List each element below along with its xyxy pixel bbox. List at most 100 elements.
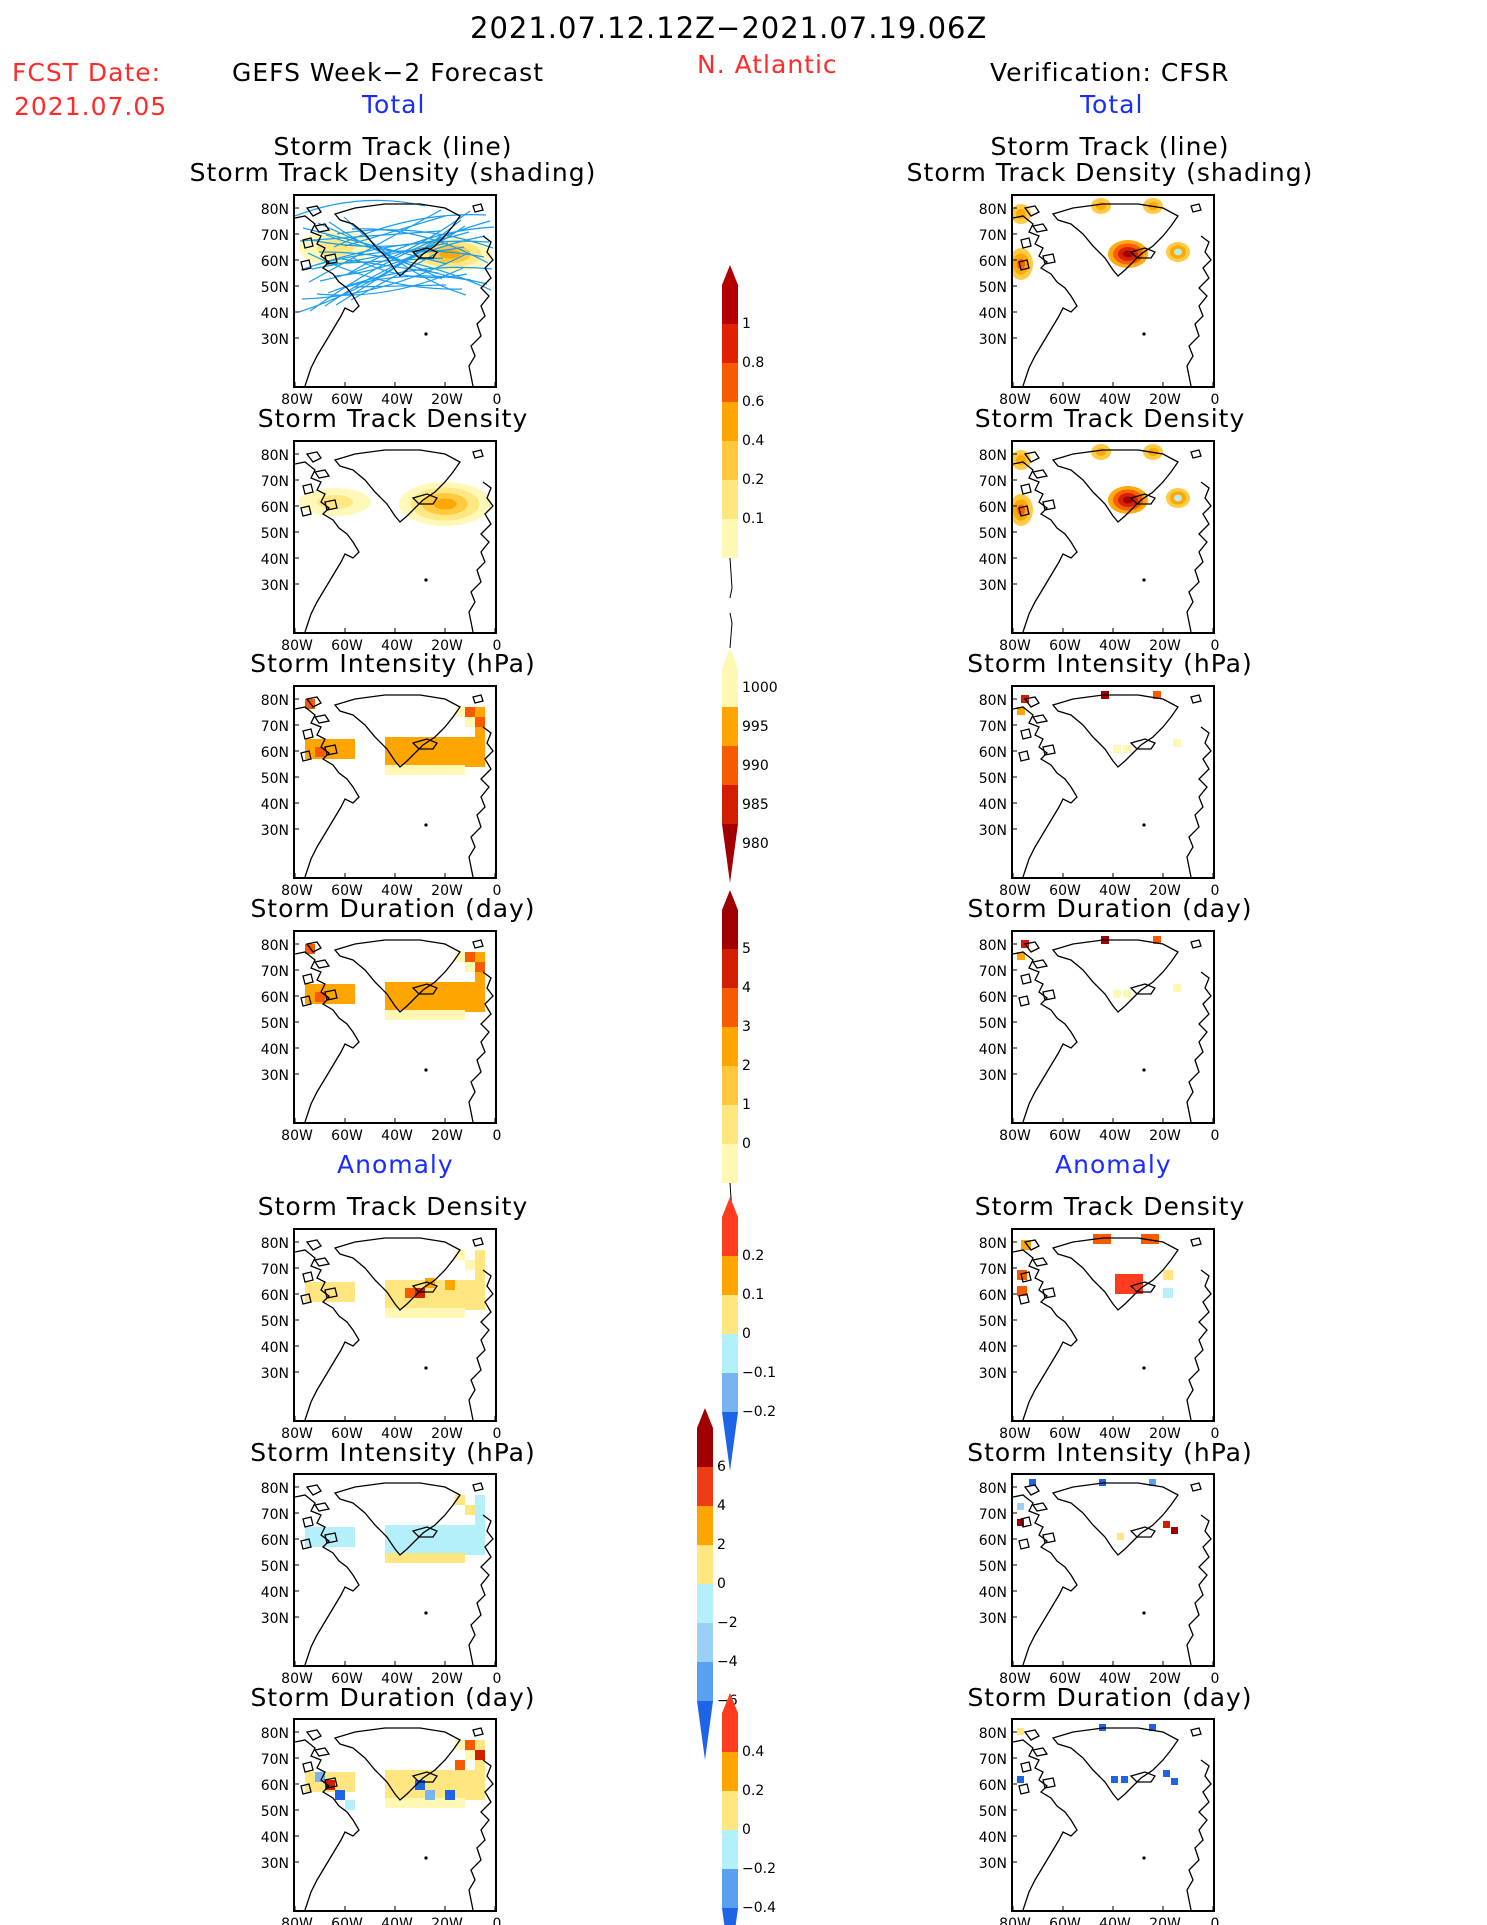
lat-tick-label: 80N xyxy=(978,1726,1007,1742)
lat-tick-label: 80N xyxy=(978,1236,1007,1252)
lat-tick-label: 70N xyxy=(978,1262,1007,1278)
lon-tick-label: 80W xyxy=(281,392,313,408)
colorbar-label: −0.2 xyxy=(742,1404,776,1420)
colorbar-label: 3 xyxy=(742,1019,751,1035)
colorbar-label: 980 xyxy=(742,835,769,852)
lat-tick-label: 60N xyxy=(260,745,289,761)
lat-tick-label: 40N xyxy=(978,552,1007,568)
lat-tick-label: 70N xyxy=(978,964,1007,980)
lat-tick-label: 80N xyxy=(978,1481,1007,1497)
colorbar-label: 2 xyxy=(717,1537,726,1553)
lon-tick-label: 40W xyxy=(1099,883,1131,899)
map-panel-track-line-left: 80N 70N 60N 50N 40N 30N 80W 60W 40W 20W 0 xyxy=(261,194,501,408)
lon-tick-label: 40W xyxy=(381,1426,413,1442)
title-duration-anom-right: Storm Duration (day) xyxy=(967,1683,1253,1712)
lat-tick-label: 30N xyxy=(978,332,1007,348)
lat-tick-label: 80N xyxy=(978,202,1007,218)
anomaly-label-right: Anomaly xyxy=(1055,1150,1172,1179)
lat-tick-label: 40N xyxy=(978,797,1007,813)
lat-tick-label: 70N xyxy=(260,1262,289,1278)
lat-tick-label: 50N xyxy=(978,280,1007,296)
lon-tick-label: 40W xyxy=(381,392,413,408)
lat-tick-label: 30N xyxy=(260,1611,289,1627)
map-panel-density-anom-left: 80N 70N 60N 50N 40N 30N 80W 60W 40W 20W 0 xyxy=(261,1228,501,1442)
colorbar-label: 0.1 xyxy=(742,1287,765,1303)
lat-tick-label: 60N xyxy=(978,1533,1007,1549)
total-label-left: Total xyxy=(362,90,426,119)
lon-tick-label: 80W xyxy=(281,638,313,654)
lat-tick-label: 60N xyxy=(260,990,289,1006)
lat-tick-label: 30N xyxy=(260,1856,289,1872)
lon-tick-label: 0 xyxy=(492,638,502,654)
lon-tick-label: 20W xyxy=(1149,883,1181,899)
colorbar-label: 1 xyxy=(742,316,751,332)
lat-tick-label: 60N xyxy=(260,1778,289,1794)
lon-tick-label: 20W xyxy=(431,392,463,408)
lat-tick-label: 40N xyxy=(260,552,289,568)
lon-tick-label: 0 xyxy=(492,1426,502,1442)
lon-tick-label: 0 xyxy=(1210,1671,1220,1687)
lat-tick-label: 30N xyxy=(978,1366,1007,1382)
title-density-right: Storm Track Density xyxy=(974,404,1246,433)
lat-tick-label: 50N xyxy=(260,1314,289,1330)
lat-tick-label: 70N xyxy=(978,228,1007,244)
lat-tick-label: 40N xyxy=(978,1830,1007,1846)
lat-tick-label: 60N xyxy=(978,500,1007,516)
lat-tick-label: 70N xyxy=(260,1507,289,1523)
map-panel-duration-left: 80N 70N 60N 50N 40N 30N 80W 60W 40W 20W 0 xyxy=(261,930,501,1144)
title-intensity-left: Storm Intensity (hPa) xyxy=(250,649,536,678)
lat-tick-label: 60N xyxy=(978,1778,1007,1794)
lat-tick-label: 50N xyxy=(260,1804,289,1820)
lon-tick-label: 0 xyxy=(492,392,502,408)
lat-tick-label: 60N xyxy=(260,1533,289,1549)
map-panel-intensity-anom-right: 80N 70N 60N 50N 40N 30N 80W 60W 40W 20W 0 xyxy=(979,1473,1219,1687)
lon-tick-label: 20W xyxy=(431,1426,463,1442)
lon-tick-label: 0 xyxy=(492,883,502,899)
colorbar-label: 6 xyxy=(717,1459,726,1475)
lon-tick-label: 80W xyxy=(999,392,1031,408)
colorbar-label: 995 xyxy=(742,718,769,735)
lon-tick-label: 40W xyxy=(1099,638,1131,654)
lat-tick-label: 60N xyxy=(260,254,289,270)
lon-tick-label: 40W xyxy=(381,1916,413,1925)
lon-tick-label: 20W xyxy=(431,883,463,899)
lon-tick-label: 0 xyxy=(1210,1916,1220,1925)
lat-tick-label: 70N xyxy=(260,964,289,980)
colorbar-label: 0.4 xyxy=(742,433,765,449)
lon-tick-label: 40W xyxy=(381,638,413,654)
map-panel-intensity-right: 80N 70N 60N 50N 40N 30N 80W 60W 40W 20W 0 xyxy=(979,685,1219,899)
lon-tick-label: 80W xyxy=(281,883,313,899)
map-panel-density-anom-right: 80N 70N 60N 50N 40N 30N 80W 60W 40W 20W 0 xyxy=(979,1228,1219,1442)
map-panel-duration-anom-left: 80N 70N 60N 50N 40N 30N 80W 60W 40W 20W 0 xyxy=(261,1718,501,1925)
fcst-date: 2021.07.05 xyxy=(14,92,168,121)
colorbar-label: −2 xyxy=(717,1615,738,1631)
lat-tick-label: 80N xyxy=(260,693,289,709)
lon-tick-label: 20W xyxy=(1149,392,1181,408)
lon-tick-label: 80W xyxy=(999,1671,1031,1687)
map-panel-intensity-anom-left: 80N 70N 60N 50N 40N 30N 80W 60W 40W 20W 0 xyxy=(261,1473,501,1687)
lat-tick-label: 40N xyxy=(978,306,1007,322)
left-column-title: GEFS Week−2 Forecast xyxy=(232,58,545,87)
lon-tick-label: 0 xyxy=(1210,1128,1220,1144)
lat-tick-label: 30N xyxy=(260,332,289,348)
lon-tick-label: 80W xyxy=(999,883,1031,899)
lon-tick-label: 60W xyxy=(331,392,363,408)
lat-tick-label: 70N xyxy=(978,1752,1007,1768)
lat-tick-label: 80N xyxy=(260,448,289,464)
lon-tick-label: 20W xyxy=(431,1671,463,1687)
lon-tick-label: 20W xyxy=(431,1128,463,1144)
lat-tick-label: 30N xyxy=(978,1611,1007,1627)
title-density-anom-right: Storm Track Density xyxy=(974,1192,1246,1221)
lon-tick-label: 60W xyxy=(331,1128,363,1144)
lon-tick-label: 60W xyxy=(1049,1426,1081,1442)
lon-tick-label: 80W xyxy=(999,1426,1031,1442)
lat-tick-label: 70N xyxy=(260,719,289,735)
colorbar-label: 2 xyxy=(742,1058,751,1074)
map-panel-duration-anom-right: 80N 70N 60N 50N 40N 30N 80W 60W 40W 20W 0 xyxy=(979,1718,1219,1925)
fcst-label: FCST Date: xyxy=(12,58,162,87)
lon-tick-label: 80W xyxy=(281,1426,313,1442)
lat-tick-label: 40N xyxy=(978,1585,1007,1601)
title-intensity-anom-right: Storm Intensity (hPa) xyxy=(967,1438,1253,1467)
colorbar-label: 985 xyxy=(742,796,769,813)
lat-tick-label: 60N xyxy=(260,1288,289,1304)
